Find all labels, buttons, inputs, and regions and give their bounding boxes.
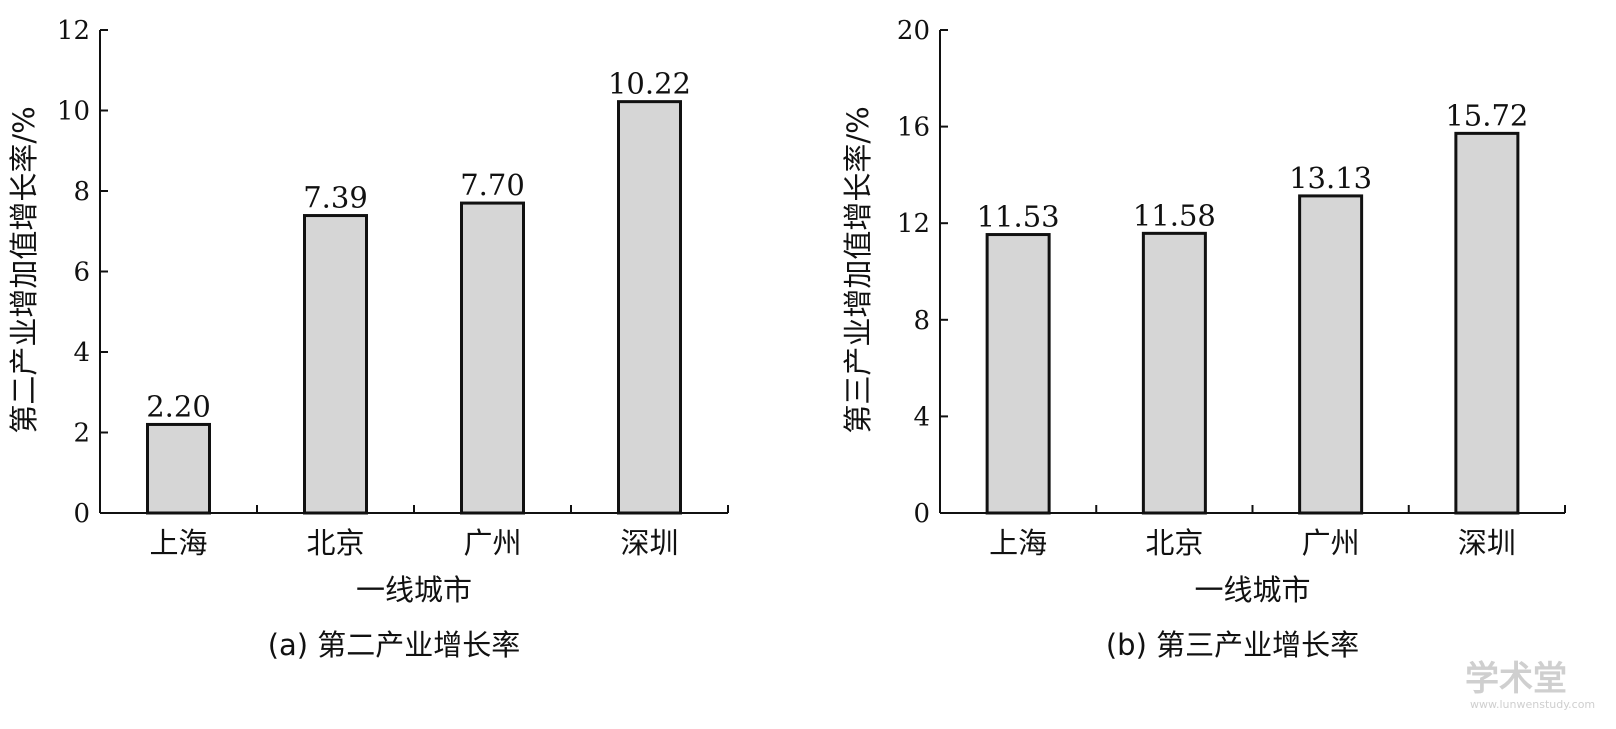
x-axis-title: 一线城市 — [356, 573, 472, 607]
data-label: 15.72 — [1445, 98, 1528, 132]
y-tick-label: 12 — [57, 16, 90, 46]
x-tick-label: 北京 — [306, 526, 364, 560]
watermark: 学术堂 www.lunwenstudy.com — [1465, 659, 1595, 711]
y-tick-label: 10 — [57, 97, 90, 127]
y-tick-label: 0 — [73, 499, 90, 529]
y-axis-title: 第二产业增加值增长率/% — [7, 106, 41, 433]
bar-北京 — [303, 214, 368, 515]
x-tick-label: 深圳 — [1458, 526, 1516, 560]
x-tick-label: 广州 — [463, 526, 521, 560]
bar-广州 — [1298, 194, 1364, 515]
y-tick-label: 16 — [897, 113, 930, 143]
data-label: 11.58 — [1133, 198, 1216, 232]
bar-深圳 — [1454, 131, 1520, 515]
chart-b: 0 4 8 12 16 20 11.53 上海 11.58 北京 13.13 广州 15.72 深圳一线城… — [841, 16, 1566, 662]
data-label: 11.53 — [977, 200, 1060, 234]
bar-上海 — [146, 422, 211, 515]
x-tick-label: 广州 — [1302, 526, 1360, 560]
y-tick-label: 4 — [73, 338, 90, 368]
x-tick-label: 深圳 — [620, 526, 678, 560]
data-label: 7.70 — [460, 168, 525, 202]
x-axis-title: 一线城市 — [1194, 573, 1310, 607]
data-label: 13.13 — [1289, 161, 1372, 195]
y-tick-label: 6 — [73, 258, 90, 288]
watermark-text: 学术堂 — [1465, 659, 1567, 699]
bar-北京 — [1141, 231, 1207, 515]
bar-深圳 — [617, 100, 682, 515]
x-tick-label: 上海 — [149, 526, 207, 560]
y-tick-label: 20 — [897, 16, 930, 46]
data-label: 10.22 — [608, 67, 691, 101]
y-tick-label: 0 — [913, 499, 930, 529]
y-tick-label: 2 — [73, 419, 90, 449]
y-axis-title: 第三产业增加值增长率/% — [841, 106, 875, 433]
x-tick-label: 上海 — [989, 526, 1047, 560]
y-tick-label: 8 — [913, 306, 930, 336]
data-label: 2.20 — [146, 389, 211, 423]
bar-上海 — [985, 233, 1051, 515]
y-tick-label: 8 — [73, 177, 90, 207]
y-tick-label: 12 — [897, 209, 930, 239]
bar-广州 — [460, 201, 525, 515]
watermark-url: www.lunwenstudy.com — [1470, 698, 1595, 711]
data-label: 7.39 — [303, 181, 368, 215]
x-tick-label: 北京 — [1145, 526, 1203, 560]
y-tick-label: 4 — [913, 402, 930, 432]
chart-caption: (b) 第三产业增长率 — [1106, 628, 1359, 662]
chart-caption: (a) 第二产业增长率 — [268, 628, 521, 662]
